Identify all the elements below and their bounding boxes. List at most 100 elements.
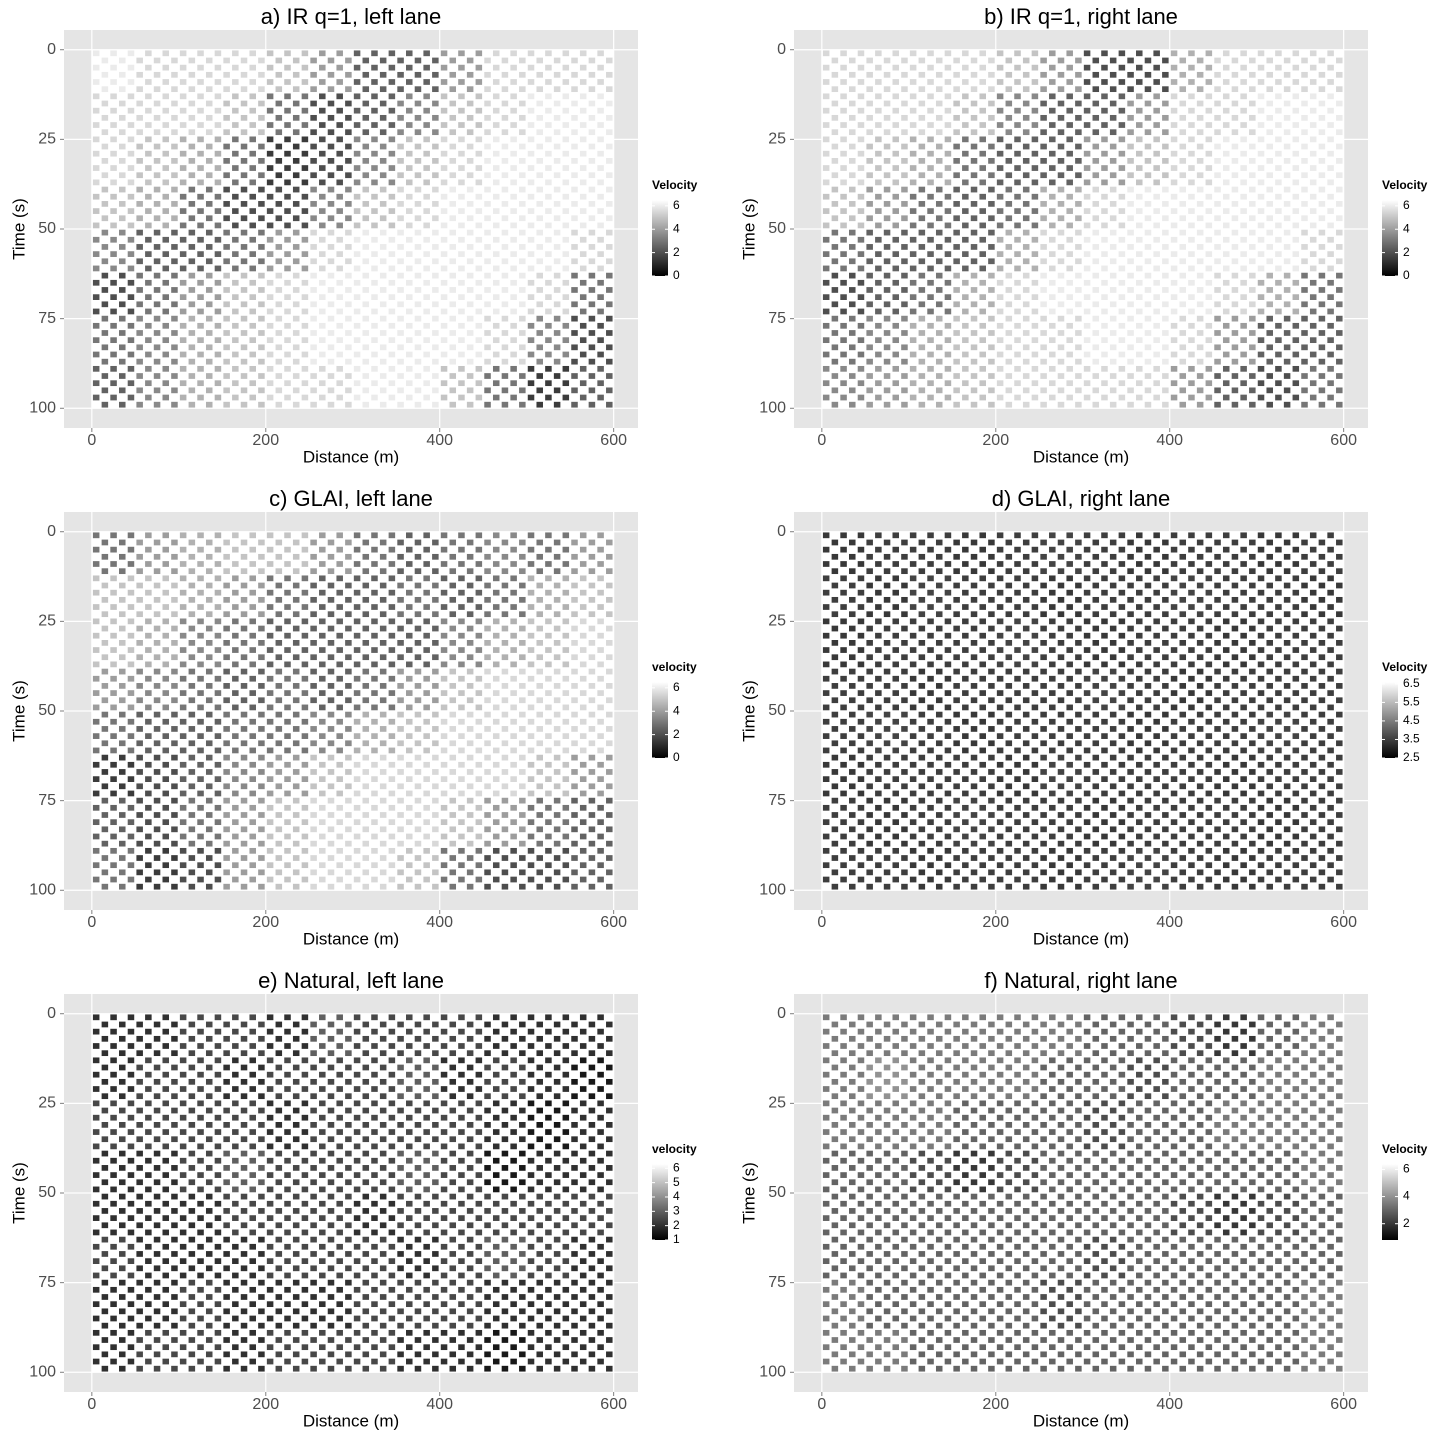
cell-dot	[1136, 575, 1143, 582]
cell-dot	[1049, 122, 1056, 128]
cell-dot	[379, 769, 387, 775]
cell-dot	[127, 193, 135, 200]
cell-dot	[440, 165, 448, 171]
cell-dot	[214, 575, 222, 582]
cell-dot	[831, 330, 839, 336]
cell-dot	[179, 546, 187, 553]
x-tick-label: 600	[600, 432, 627, 449]
cell-dot	[1309, 532, 1317, 539]
cell-dot	[1318, 401, 1326, 408]
cell-dot	[275, 625, 283, 632]
cell-dot	[484, 812, 491, 818]
cell-dot	[1336, 358, 1343, 365]
cell-dot	[371, 575, 378, 582]
cell-dot	[1040, 158, 1047, 164]
cell-dot	[266, 575, 274, 582]
cell-dot	[1309, 337, 1317, 344]
cell-dot	[432, 143, 439, 150]
cell-dot	[205, 869, 213, 876]
cell-dot	[1170, 265, 1178, 272]
cell-dot	[414, 129, 422, 136]
cell-dot	[1109, 401, 1117, 408]
cell-dot	[562, 704, 570, 711]
cell-dot	[562, 93, 570, 100]
cell-dot	[458, 804, 465, 811]
cell-dot	[423, 365, 430, 372]
cell-dot	[249, 632, 256, 639]
cell-dot	[1083, 93, 1091, 100]
cell-dot	[606, 812, 613, 818]
cell-dot	[449, 769, 457, 775]
cell-dot	[1327, 561, 1334, 567]
cell-dot	[927, 122, 934, 128]
cell-dot	[892, 394, 900, 401]
cell-dot	[466, 172, 474, 179]
cell-dot	[214, 718, 222, 725]
cell-dot	[1301, 358, 1308, 365]
cell-dot	[188, 272, 196, 279]
cell-dot	[1336, 57, 1343, 64]
cell-dot	[232, 236, 239, 243]
cell-dot	[545, 847, 552, 854]
cell-dot	[179, 776, 187, 782]
cell-dot	[423, 308, 430, 315]
cell-dot	[1005, 114, 1013, 121]
cell-dot	[301, 337, 309, 344]
cell-dot	[362, 740, 370, 747]
cell-dot	[371, 618, 378, 625]
cell-dot	[275, 539, 283, 546]
cell-dot	[996, 136, 1004, 143]
cell-dot	[1118, 308, 1126, 315]
cell-dot	[1292, 50, 1300, 57]
cell-dot	[588, 158, 596, 164]
cell-dot	[1196, 244, 1204, 250]
cell-dot	[110, 322, 117, 329]
cell-dot	[1327, 589, 1334, 596]
cell-dot	[345, 840, 352, 847]
cell-dot	[475, 618, 483, 625]
cell-dot	[145, 632, 152, 639]
cell-dot	[1179, 201, 1187, 207]
cell-dot	[492, 604, 500, 610]
cell-dot	[327, 568, 335, 575]
cell-dot	[988, 596, 995, 603]
cell-dot	[1336, 71, 1343, 78]
cell-dot	[1301, 315, 1308, 322]
cell-dot	[275, 272, 283, 279]
cell-dot	[179, 575, 187, 582]
cell-dot	[501, 582, 509, 589]
cell-dot	[1249, 272, 1256, 279]
cell-dot	[1257, 294, 1265, 300]
cell-dot	[857, 150, 865, 157]
cell-dot	[962, 165, 969, 171]
cell-dot	[345, 539, 352, 546]
cell-dot	[571, 596, 578, 603]
cell-dot	[579, 107, 587, 114]
cell-dot	[597, 546, 604, 553]
cell-dot	[1318, 114, 1326, 121]
cell-dot	[449, 258, 457, 265]
cell-dot	[1127, 539, 1134, 546]
cell-dot	[1327, 136, 1334, 143]
cell-dot	[440, 575, 448, 582]
cell-dot	[310, 769, 317, 775]
cell-dot	[214, 394, 222, 401]
cell-dot	[214, 179, 222, 186]
cell-dot	[1092, 229, 1100, 236]
cell-dot	[935, 553, 943, 560]
cell-dot	[1318, 568, 1326, 575]
cell-dot	[857, 561, 865, 567]
cell-dot	[249, 876, 256, 883]
cell-dot	[406, 222, 413, 229]
cell-dot	[249, 351, 256, 358]
cell-dot	[1075, 287, 1082, 293]
cell-dot	[397, 143, 404, 150]
cell-dot	[1083, 193, 1091, 200]
cell-dot	[1040, 244, 1047, 250]
cell-dot	[240, 143, 248, 150]
cell-dot	[519, 711, 526, 718]
cell-dot	[1196, 229, 1204, 236]
cell-dot	[432, 373, 439, 379]
cell-dot	[492, 165, 500, 171]
cell-dot	[545, 747, 552, 754]
